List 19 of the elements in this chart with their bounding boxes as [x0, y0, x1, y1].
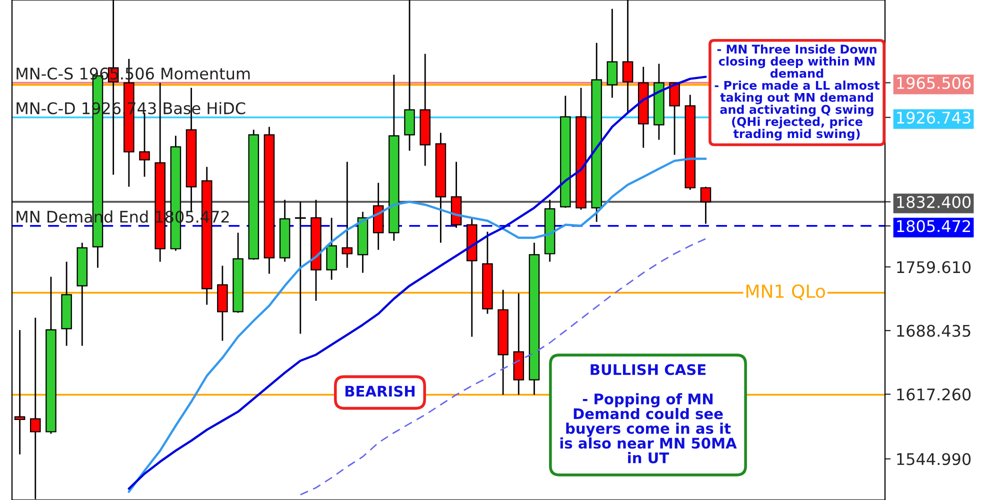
ref-line-label: MN1 QLo — [746, 284, 826, 300]
y-tick-label: 1759.610 — [897, 261, 971, 274]
y-tick-label: 1926.743 — [897, 112, 970, 124]
y-tick-label: 1805.472 — [897, 220, 970, 232]
y-tick-label: 1832.400 — [897, 196, 971, 208]
text: BULLISH CASE - Popping of MN Demand could see buyers come in as it is also near MN 50MA in UT — [560, 364, 737, 464]
candlestick — [700, 186, 712, 224]
candlestick — [606, 8, 618, 98]
candlestick — [326, 217, 337, 280]
annotation: BEARISH — [345, 386, 415, 397]
y-tick-label: 1617.260 — [897, 388, 971, 401]
candlestick — [14, 329, 26, 456]
y-tick-label: 1688.435 — [897, 324, 970, 337]
y-tick-label: 1544.990 — [897, 453, 971, 466]
y-tick-label: 1965.506 — [897, 76, 971, 90]
candlestick — [342, 161, 353, 268]
annotation: - MN Three Inside Down closing deep within MN demand - Price made a LL almost taking out MN demand and activating Q swing (QHi rejected, price trading mid swing) — [714, 44, 880, 141]
candlestick — [295, 201, 306, 334]
candlestick — [669, 82, 680, 156]
